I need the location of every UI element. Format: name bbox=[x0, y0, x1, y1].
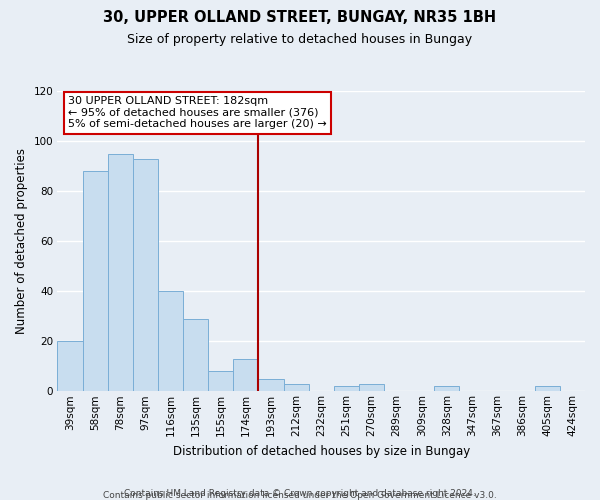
Text: 30, UPPER OLLAND STREET, BUNGAY, NR35 1BH: 30, UPPER OLLAND STREET, BUNGAY, NR35 1B… bbox=[103, 10, 497, 25]
Text: Size of property relative to detached houses in Bungay: Size of property relative to detached ho… bbox=[127, 32, 473, 46]
Text: 30 UPPER OLLAND STREET: 182sqm
← 95% of detached houses are smaller (376)
5% of : 30 UPPER OLLAND STREET: 182sqm ← 95% of … bbox=[68, 96, 327, 129]
Bar bbox=[284, 384, 308, 392]
Bar bbox=[58, 342, 83, 392]
Bar bbox=[359, 384, 384, 392]
Bar bbox=[434, 386, 460, 392]
Text: Contains HM Land Registry data © Crown copyright and database right 2024.: Contains HM Land Registry data © Crown c… bbox=[124, 488, 476, 498]
Bar bbox=[535, 386, 560, 392]
X-axis label: Distribution of detached houses by size in Bungay: Distribution of detached houses by size … bbox=[173, 444, 470, 458]
Text: Contains public sector information licensed under the Open Government Licence v3: Contains public sector information licen… bbox=[103, 491, 497, 500]
Bar bbox=[233, 359, 259, 392]
Bar bbox=[259, 379, 284, 392]
Bar bbox=[334, 386, 359, 392]
Bar bbox=[83, 172, 108, 392]
Bar bbox=[108, 154, 133, 392]
Bar bbox=[158, 292, 183, 392]
Bar bbox=[133, 159, 158, 392]
Y-axis label: Number of detached properties: Number of detached properties bbox=[15, 148, 28, 334]
Bar bbox=[183, 319, 208, 392]
Bar bbox=[208, 372, 233, 392]
